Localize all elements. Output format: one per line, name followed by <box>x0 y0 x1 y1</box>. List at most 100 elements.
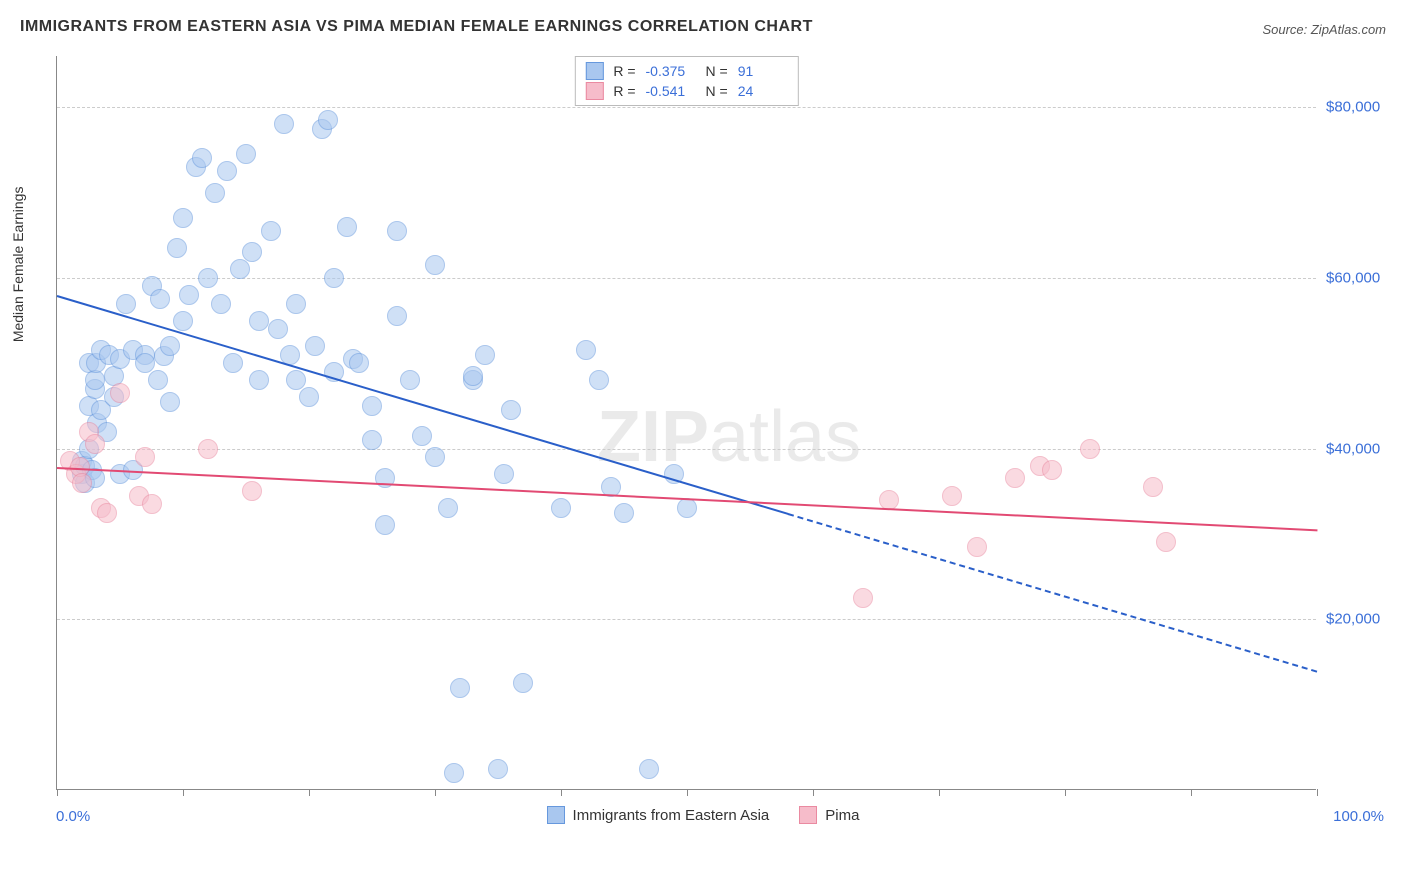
plot-area: ZIPatlas R = -0.375 N = 91 R = -0.541 N … <box>56 56 1316 790</box>
data-point <box>362 430 382 450</box>
watermark: ZIPatlas <box>597 396 861 478</box>
x-tick <box>183 789 184 796</box>
data-point <box>362 396 382 416</box>
data-point <box>286 370 306 390</box>
data-point <box>412 426 432 446</box>
r-label: R = <box>613 83 635 99</box>
data-point <box>198 439 218 459</box>
series-legend: Immigrants from Eastern Asia Pima <box>0 806 1406 824</box>
y-tick-label: $20,000 <box>1326 611 1396 628</box>
data-point <box>242 481 262 501</box>
r-label: R = <box>613 63 635 79</box>
data-point <box>223 353 243 373</box>
data-point <box>318 110 338 130</box>
x-tick <box>813 789 814 796</box>
data-point <box>148 370 168 390</box>
data-point <box>305 336 325 356</box>
chart-container: IMMIGRANTS FROM EASTERN ASIA VS PIMA MED… <box>0 0 1406 892</box>
x-tick <box>435 789 436 796</box>
data-point <box>242 242 262 262</box>
data-point <box>299 387 319 407</box>
data-point <box>444 763 464 783</box>
data-point <box>173 208 193 228</box>
data-point <box>116 294 136 314</box>
y-axis-label: Median Female Earnings <box>10 187 26 343</box>
data-point <box>192 148 212 168</box>
data-point <box>167 238 187 258</box>
r-value-b: -0.541 <box>646 83 696 99</box>
data-point <box>967 537 987 557</box>
data-point <box>677 498 697 518</box>
data-point <box>217 161 237 181</box>
data-point <box>160 336 180 356</box>
data-point <box>249 311 269 331</box>
y-tick-label: $40,000 <box>1326 440 1396 457</box>
n-label: N = <box>706 83 728 99</box>
data-point <box>425 447 445 467</box>
data-point <box>135 447 155 467</box>
data-point <box>853 588 873 608</box>
swatch-series-a <box>547 806 565 824</box>
data-point <box>589 370 609 390</box>
legend-row-series-b: R = -0.541 N = 24 <box>585 81 787 101</box>
data-point <box>286 294 306 314</box>
gridline <box>57 619 1316 620</box>
data-point <box>236 144 256 164</box>
swatch-series-a <box>585 62 603 80</box>
x-tick <box>309 789 310 796</box>
legend-label-b: Pima <box>825 807 859 824</box>
y-tick-label: $80,000 <box>1326 99 1396 116</box>
watermark-rest: atlas <box>709 397 861 477</box>
data-point <box>230 259 250 279</box>
n-value-b: 24 <box>738 83 788 99</box>
data-point <box>211 294 231 314</box>
n-label: N = <box>706 63 728 79</box>
legend-row-series-a: R = -0.375 N = 91 <box>585 61 787 81</box>
x-tick <box>939 789 940 796</box>
data-point <box>160 392 180 412</box>
data-point <box>1080 439 1100 459</box>
gridline <box>57 107 1316 108</box>
legend-label-a: Immigrants from Eastern Asia <box>573 807 770 824</box>
correlation-legend: R = -0.375 N = 91 R = -0.541 N = 24 <box>574 56 798 106</box>
watermark-bold: ZIP <box>597 397 709 477</box>
chart-title: IMMIGRANTS FROM EASTERN ASIA VS PIMA MED… <box>20 18 813 36</box>
data-point <box>400 370 420 390</box>
legend-item-series-b: Pima <box>799 806 859 824</box>
data-point <box>85 434 105 454</box>
x-tick <box>57 789 58 796</box>
data-point <box>513 673 533 693</box>
data-point <box>135 353 155 373</box>
data-point <box>142 494 162 514</box>
swatch-series-b <box>585 82 603 100</box>
source-attribution: Source: ZipAtlas.com <box>1262 22 1386 37</box>
r-value-a: -0.375 <box>646 63 696 79</box>
x-tick <box>561 789 562 796</box>
n-value-a: 91 <box>738 63 788 79</box>
data-point <box>1156 532 1176 552</box>
gridline <box>57 449 1316 450</box>
data-point <box>97 503 117 523</box>
data-point <box>387 221 407 241</box>
data-point <box>614 503 634 523</box>
data-point <box>324 268 344 288</box>
data-point <box>198 268 218 288</box>
swatch-series-b <box>799 806 817 824</box>
data-point <box>438 498 458 518</box>
data-point <box>349 353 369 373</box>
data-point <box>375 515 395 535</box>
data-point <box>261 221 281 241</box>
x-tick <box>1191 789 1192 796</box>
data-point <box>249 370 269 390</box>
data-point <box>450 678 470 698</box>
data-point <box>488 759 508 779</box>
data-point <box>475 345 495 365</box>
data-point <box>387 306 407 326</box>
data-point <box>942 486 962 506</box>
data-point <box>576 340 596 360</box>
data-point <box>85 370 105 390</box>
x-tick <box>1065 789 1066 796</box>
data-point <box>494 464 514 484</box>
data-point <box>72 473 92 493</box>
data-point <box>179 285 199 305</box>
